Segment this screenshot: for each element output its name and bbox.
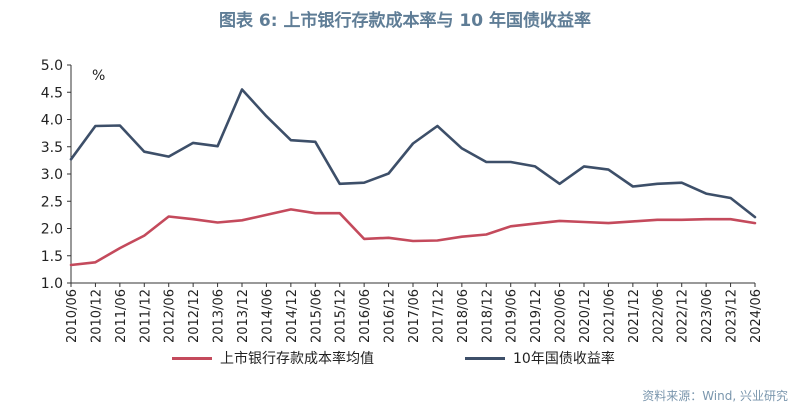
legend-label-treasury-yield: 10年国债收益率 [513,351,615,367]
y-tick-label: 4.0 [41,113,63,129]
x-tick-label: 2020/12 [578,289,593,343]
y-tick-label: 1.5 [41,249,63,265]
x-tick-label: 2023/06 [700,289,715,343]
series-line-treasury-yield [69,88,757,219]
x-tick-label: 2023/12 [725,289,740,343]
x-tick-label: 2014/12 [285,289,300,343]
x-tick-label: 2024/06 [749,289,764,343]
x-tick-label: 2011/06 [114,289,129,343]
x-tick-label: 2015/06 [309,289,324,343]
x-tick-label: 2018/12 [480,289,495,343]
chart-lines [69,88,757,267]
x-tick-label: 2022/06 [651,289,666,343]
y-tick-label: 2.0 [41,222,63,238]
x-tick-label: 2010/12 [89,289,104,343]
x-tick-label: 2014/06 [260,289,275,343]
x-tick-label: 2021/06 [602,289,617,343]
x-tick-label: 2017/12 [431,289,446,343]
x-tick-label: 2012/06 [163,289,178,343]
x-tick-label: 2019/06 [505,289,520,343]
x-tick-label: 2013/12 [236,289,251,343]
x-tick-label: 2021/12 [627,289,642,343]
x-tick-label: 2016/06 [358,289,373,343]
legend-item-treasury-yield: 10年国债收益率 [465,348,615,368]
y-tick-label: 4.5 [41,85,63,101]
chart-axes: 1.0 1.5 2.0 2.5 3.0 3.5 4.0 4.5 5.0% 2010/06 2010/… [41,58,764,343]
x-tick-label: 2019/12 [529,289,544,343]
legend-label-deposit-cost: 上市银行存款成本率均值 [220,351,374,367]
x-tick-label: 2012/12 [187,289,202,343]
x-tick-label: 2016/12 [383,289,398,343]
x-tick-label: 2013/06 [212,289,227,343]
legend-swatch-treasury-yield [465,356,505,360]
y-tick-label: 3.5 [41,140,63,156]
x-tick-label: 2018/06 [456,289,471,343]
source-note: 资料来源：Wind, 兴业研究 [642,389,788,403]
x-tick-label: 2011/12 [138,289,153,343]
x-tick-label: 2015/12 [334,289,349,343]
legend-swatch-deposit-cost [172,356,212,360]
y-tick-label: 5.0 [41,58,63,74]
x-tick-label: 2010/06 [65,289,80,343]
x-tick-label: 2022/12 [676,289,691,343]
y-tick-label: 3.0 [41,167,63,183]
x-tick-label: 2020/06 [554,289,569,343]
legend-item-deposit-cost: 上市银行存款成本率均值 [172,348,374,368]
y-tick-label: 2.5 [41,194,63,210]
chart-title: 图表 6: 上市银行存款成本率与 10 年国债收益率 [219,11,591,31]
x-tick-label: 2017/06 [407,289,422,343]
y-tick-label: 1.0 [41,276,63,292]
series-line-deposit-cost [69,208,757,267]
y-axis-unit: % [92,68,105,84]
